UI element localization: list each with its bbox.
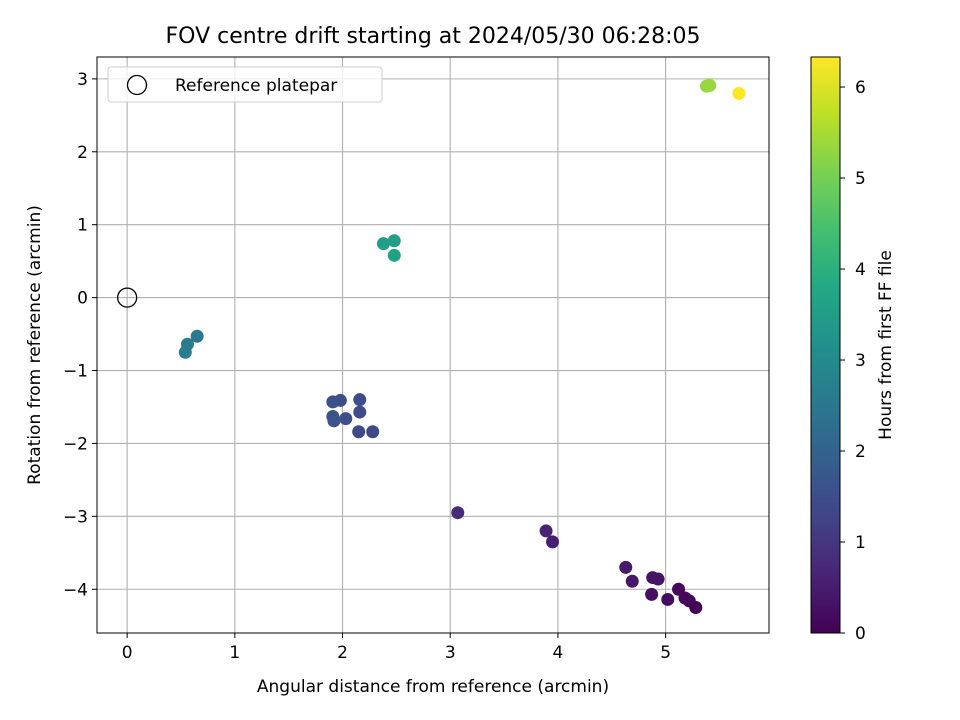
- y-tick-label: −4: [63, 580, 88, 600]
- data-points: [178, 78, 746, 614]
- y-tick-label: −3: [63, 507, 88, 527]
- colorbar-tick-label: 5: [855, 169, 866, 189]
- x-tick-label: 4: [553, 643, 564, 663]
- x-tick-label: 3: [445, 643, 456, 663]
- y-tick-label: 3: [77, 70, 88, 90]
- x-tick-label: 5: [660, 643, 671, 663]
- data-point: [353, 405, 367, 419]
- data-point: [376, 237, 390, 251]
- legend-box: [107, 66, 383, 103]
- legend-entry-reference-platepar: Reference platepar: [175, 76, 337, 96]
- y-tick-label: 1: [77, 216, 88, 236]
- data-point: [387, 234, 401, 248]
- y-tick-label: −2: [63, 434, 88, 454]
- colorbar-tick-label: 6: [855, 78, 866, 98]
- colorbar: 0 1 2 3 4 5 6 Hours from first FF file: [810, 56, 896, 644]
- data-point: [539, 524, 553, 538]
- data-point: [645, 587, 659, 601]
- data-point: [625, 574, 639, 588]
- data-point: [672, 582, 686, 596]
- plot-frame: [96, 56, 770, 634]
- data-point: [339, 412, 353, 426]
- data-point: [326, 395, 340, 409]
- data-point: [387, 248, 401, 262]
- reference-marker: [117, 287, 138, 308]
- colorbar-gradient: [810, 56, 841, 634]
- y-tick-label: 0: [77, 289, 88, 309]
- data-point: [366, 425, 380, 439]
- data-point: [646, 571, 660, 585]
- data-point: [190, 329, 204, 343]
- colorbar-label: Hours from first FF file: [876, 250, 896, 440]
- data-point: [327, 414, 341, 428]
- colorbar-ticks: 0 1 2 3 4 5 6: [840, 78, 866, 644]
- colorbar-tick-label: 0: [855, 624, 866, 644]
- data-point: [661, 592, 675, 606]
- x-tick-label: 0: [122, 643, 133, 663]
- data-point: [451, 506, 465, 520]
- colorbar-tick-label: 3: [855, 351, 866, 371]
- data-point: [178, 345, 192, 359]
- y-axis-ticks: −4 −3 −2 −1 0 1 2 3: [63, 70, 97, 600]
- data-point: [703, 78, 717, 92]
- legend-reference-marker: [126, 74, 148, 96]
- colorbar-tick-label: 4: [855, 260, 866, 280]
- data-point: [353, 393, 367, 407]
- x-axis-label: Angular distance from reference (arcmin): [257, 677, 609, 697]
- y-tick-label: 2: [77, 143, 88, 163]
- colorbar-tick-label: 2: [855, 442, 866, 462]
- reference-point: [117, 287, 138, 308]
- data-point: [546, 535, 560, 549]
- x-tick-label: 2: [337, 643, 348, 663]
- colorbar-tick-label: 1: [855, 533, 866, 553]
- y-tick-label: −1: [63, 362, 88, 382]
- chart-title: FOV centre drift starting at 2024/05/30 …: [166, 24, 701, 49]
- legend: Reference platepar: [107, 66, 383, 103]
- y-axis-label: Rotation from reference (arcmin): [25, 205, 45, 485]
- data-point: [352, 425, 366, 439]
- x-axis-ticks: 0 1 2 3 4 5: [122, 633, 671, 663]
- data-point: [619, 560, 633, 574]
- data-point: [732, 86, 746, 100]
- grid-lines: [97, 57, 769, 633]
- x-tick-label: 1: [229, 643, 240, 663]
